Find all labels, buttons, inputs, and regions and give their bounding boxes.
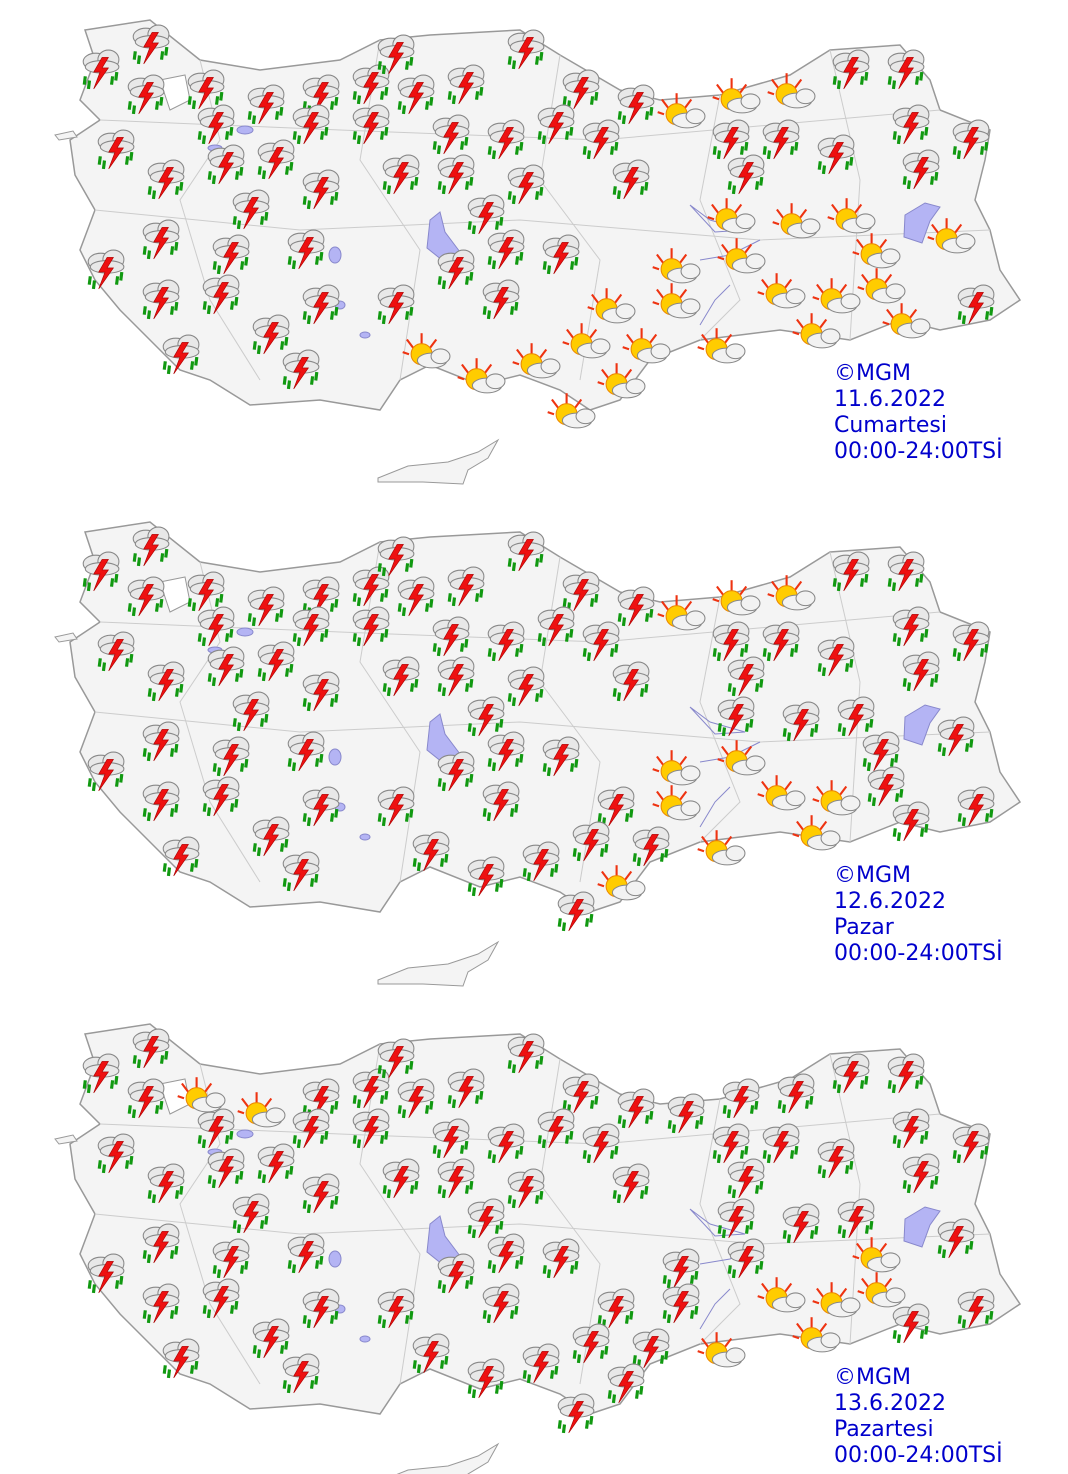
map-day: Pazartesi bbox=[834, 1417, 934, 1442]
map-day: Cumartesi bbox=[834, 413, 947, 438]
map-time: 00:00-24:00TSİ bbox=[834, 1442, 1003, 1468]
map-date: 13.6.2022 bbox=[834, 1391, 946, 1416]
map-time: 00:00-24:00TSİ bbox=[834, 438, 1003, 464]
thunderstorm-icon bbox=[466, 1357, 506, 1400]
map-date: 11.6.2022 bbox=[834, 387, 946, 412]
thunderstorm-icon bbox=[891, 1302, 931, 1345]
thunderstorm-icon bbox=[556, 1392, 596, 1435]
map-credit: ©MGM bbox=[834, 361, 911, 386]
thunderstorm-icon bbox=[556, 890, 596, 933]
map-credit: ©MGM bbox=[834, 1365, 911, 1390]
thunderstorm-icon bbox=[891, 800, 931, 843]
map-time: 00:00-24:00TSİ bbox=[834, 940, 1003, 966]
thunderstorm-icon bbox=[466, 855, 506, 898]
map-date: 12.6.2022 bbox=[834, 889, 946, 914]
map-day: Pazar bbox=[834, 915, 895, 940]
map-credit: ©MGM bbox=[834, 863, 911, 888]
